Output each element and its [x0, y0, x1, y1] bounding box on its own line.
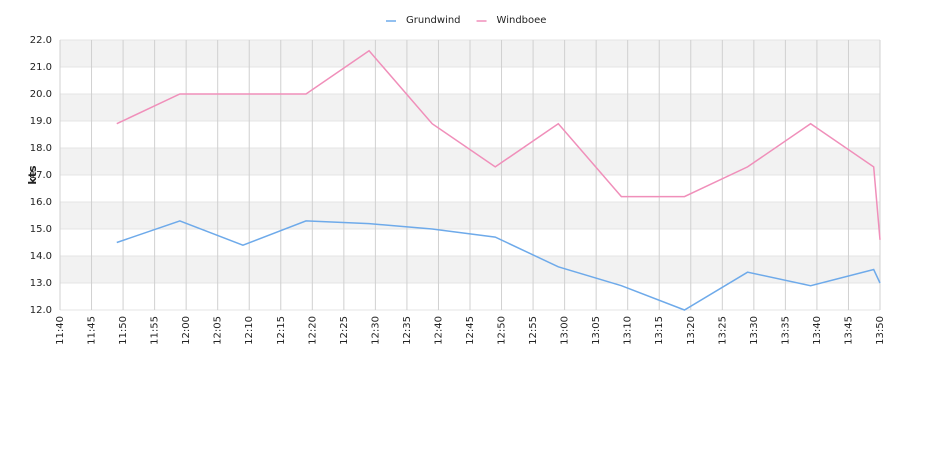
- x-tick-label: 12:45: [465, 316, 476, 345]
- x-tick-label: 13:25: [717, 316, 728, 345]
- x-tick-label: 12:05: [213, 316, 224, 345]
- y-tick-label: 21.0: [30, 62, 52, 73]
- x-tick-label: 12:35: [402, 316, 413, 345]
- y-tick-label: 15.0: [30, 224, 52, 235]
- x-tick-label: 12:25: [339, 316, 350, 345]
- x-tick-label: 11:45: [87, 316, 98, 345]
- y-axis-label: kts: [26, 165, 39, 185]
- x-tick-label: 12:15: [276, 316, 287, 345]
- x-tick-label: 12:10: [244, 316, 255, 345]
- x-tick-label: 13:35: [780, 316, 791, 345]
- x-tick-label: 12:20: [307, 316, 318, 345]
- y-tick-label: 13.0: [30, 278, 52, 289]
- legend-label: Windboee: [497, 15, 547, 26]
- series-line: [116, 49, 881, 240]
- x-tick-label: 12:00: [181, 316, 192, 345]
- x-tick-label: 13:30: [749, 316, 760, 345]
- x-tick-label: 12:50: [497, 316, 508, 345]
- x-tick-label: 13:10: [623, 316, 634, 345]
- x-tick-label: 12:30: [370, 316, 381, 345]
- x-tick-label: 13:15: [654, 316, 665, 345]
- legend-label: Grundwind: [406, 15, 461, 26]
- y-tick-label: 22.0: [30, 35, 52, 46]
- x-tick-label: 13:50: [875, 316, 886, 345]
- y-tick-label: 18.0: [30, 143, 52, 154]
- x-tick-label: 12:40: [433, 316, 444, 345]
- y-tick-label: 16.0: [30, 197, 52, 208]
- x-tick-label: 11:50: [118, 316, 129, 345]
- x-tick-label: 12:55: [528, 316, 539, 345]
- series-line: [116, 220, 881, 311]
- x-tick-label: 13:45: [843, 316, 854, 345]
- x-tick-label: 11:55: [150, 316, 161, 345]
- x-tick-label: 13:40: [812, 316, 823, 345]
- y-tick-label: 17.0: [30, 170, 52, 181]
- x-tick-label: 13:20: [686, 316, 697, 345]
- y-tick-label: 19.0: [30, 116, 52, 127]
- y-tick-label: 20.0: [30, 89, 52, 100]
- x-tick-label: 13:00: [560, 316, 571, 345]
- x-tick-label: 13:05: [591, 316, 602, 345]
- x-tick-label: 11:40: [55, 316, 66, 345]
- y-tick-label: 14.0: [30, 251, 52, 262]
- y-tick-label: 12.0: [30, 305, 52, 316]
